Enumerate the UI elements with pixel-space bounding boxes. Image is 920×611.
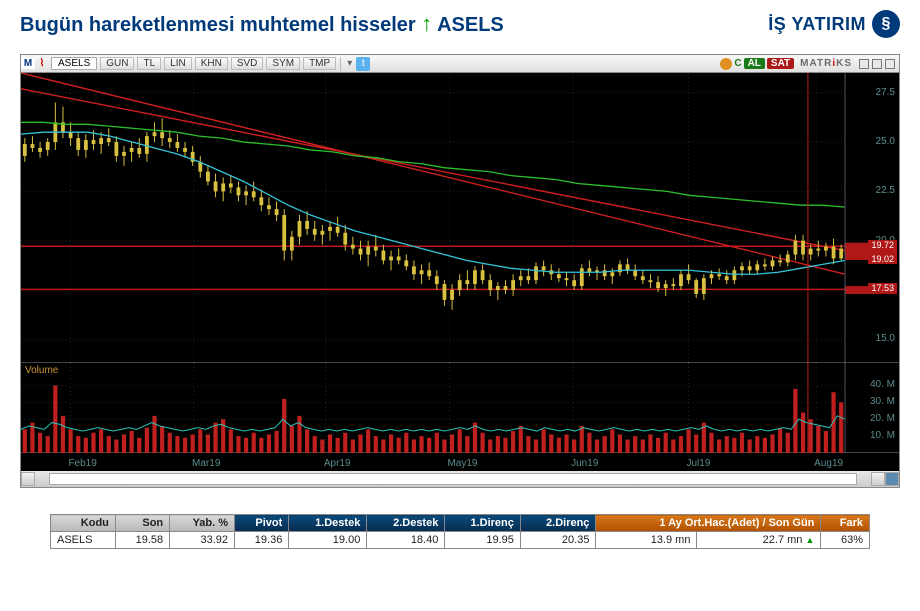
x-axis: Feb19 Mar19 Apr19 May19 Jun19 Jul19 Aug19 bbox=[21, 453, 899, 471]
table-cell: 22.7 mn ▲ bbox=[697, 532, 821, 549]
toolbar-btn-tmp[interactable]: TMP bbox=[303, 57, 336, 70]
th-1-ay-ort-hac-adet-son-g-n: 1 Ay Ort.Hac.(Adet) / Son Gün bbox=[596, 515, 821, 532]
th-1-destek: 1.Destek bbox=[289, 515, 367, 532]
table-cell: 19.58 bbox=[115, 532, 169, 549]
volume-chart[interactable]: Volume 10. M20. M30. M40. M bbox=[21, 363, 899, 453]
table-cell: 20.35 bbox=[520, 532, 596, 549]
th-kodu: Kodu bbox=[51, 515, 116, 532]
price-tag: 17.53 bbox=[868, 283, 897, 293]
price-chart[interactable]: 15.017.520.022.525.027.519.7219.0217.53 bbox=[21, 73, 899, 363]
volume-chart-svg bbox=[21, 363, 897, 453]
scroll-track[interactable] bbox=[49, 473, 857, 485]
th-son: Son bbox=[115, 515, 169, 532]
price-ytick: 22.5 bbox=[876, 185, 895, 196]
table-header-row: KoduSonYab. %Pivot1.Destek2.Destek1.Dire… bbox=[51, 515, 870, 532]
table-cell: 19.00 bbox=[289, 532, 367, 549]
volume-ytick: 10. M bbox=[870, 430, 895, 441]
matriks-m-icon[interactable]: M bbox=[21, 58, 35, 69]
chart-type-icon[interactable]: ⌇ bbox=[35, 58, 49, 69]
al-tag[interactable]: AL bbox=[744, 58, 765, 69]
scroll-left-icon[interactable] bbox=[21, 472, 35, 486]
window-max-icon[interactable] bbox=[872, 59, 882, 69]
th-1-diren-: 1.Direnç bbox=[445, 515, 521, 532]
up-arrow-icon: ↑ bbox=[421, 11, 432, 36]
page-header: Bugün hareketlenmesi muhtemel hisseler ↑… bbox=[0, 0, 920, 48]
th-pivot: Pivot bbox=[235, 515, 289, 532]
scroll-settings-icon[interactable] bbox=[885, 472, 899, 486]
sat-tag[interactable]: SAT bbox=[767, 58, 794, 69]
chart-scrollbar[interactable] bbox=[21, 471, 899, 487]
dropdown-icon[interactable]: ▾ bbox=[347, 58, 352, 69]
price-tag: 19.02 bbox=[868, 254, 897, 264]
toolbar-right: C AL SAT MATRiKS bbox=[720, 58, 899, 70]
toolbar-btn-gun[interactable]: GUN bbox=[100, 57, 134, 70]
symbol-field[interactable]: ASELS bbox=[51, 57, 97, 70]
summary-table-wrap: KoduSonYab. %Pivot1.Destek2.Destek1.Dire… bbox=[50, 514, 870, 549]
summary-table: KoduSonYab. %Pivot1.Destek2.Destek1.Dire… bbox=[50, 514, 870, 549]
volume-ytick: 20. M bbox=[870, 413, 895, 424]
x-axis-label: May19 bbox=[447, 458, 477, 469]
matriks-label: MATRiKS bbox=[800, 58, 852, 69]
toolbar-btn-tl[interactable]: TL bbox=[137, 57, 161, 70]
volume-ytick: 40. M bbox=[870, 379, 895, 390]
brand-logo-icon: § bbox=[872, 10, 900, 38]
table-cell: 19.36 bbox=[235, 532, 289, 549]
x-axis-label: Mar19 bbox=[192, 458, 220, 469]
toolbar-btn-lin[interactable]: LIN bbox=[164, 57, 192, 70]
table-cell: 63% bbox=[821, 532, 870, 549]
toolbar-btn-svd[interactable]: SVD bbox=[231, 57, 264, 70]
window-min-icon[interactable] bbox=[859, 59, 869, 69]
th-2-diren-: 2.Direnç bbox=[520, 515, 596, 532]
table-cell: ASELS bbox=[51, 532, 116, 549]
toolbar-sep bbox=[340, 57, 341, 71]
page-title: Bugün hareketlenmesi muhtemel hisseler ↑… bbox=[20, 11, 504, 37]
toolbar-btn-khn[interactable]: KHN bbox=[195, 57, 228, 70]
table-row: ASELS19.5833.9219.3619.0018.4019.9520.35… bbox=[51, 532, 870, 549]
status-dot-orange bbox=[720, 58, 732, 70]
price-chart-svg bbox=[21, 73, 897, 363]
twitter-icon[interactable]: t bbox=[356, 57, 370, 71]
brand: İŞ YATIRIM § bbox=[768, 10, 900, 38]
table-cell: 33.92 bbox=[170, 532, 235, 549]
refresh-icon[interactable]: C bbox=[734, 58, 741, 69]
price-tag: 19.72 bbox=[868, 240, 897, 250]
th-fark: Fark bbox=[821, 515, 870, 532]
x-axis-label: Aug19 bbox=[814, 458, 843, 469]
x-axis-label: Feb19 bbox=[68, 458, 96, 469]
toolbar-btn-sym[interactable]: SYM bbox=[266, 57, 300, 70]
chart-panel: M ⌇ ASELS GUNTLLINKHNSVDSYMTMP ▾ t C AL … bbox=[20, 54, 900, 488]
brand-text: İŞ YATIRIM bbox=[768, 14, 866, 35]
table-cell: 13.9 mn bbox=[596, 532, 697, 549]
x-axis-label: Jun19 bbox=[571, 458, 598, 469]
x-axis-label: Jul19 bbox=[686, 458, 710, 469]
window-close-icon[interactable] bbox=[885, 59, 895, 69]
title-text: Bugün hareketlenmesi muhtemel hisseler bbox=[20, 14, 416, 36]
table-cell: 18.40 bbox=[367, 532, 445, 549]
scroll-right-icon[interactable] bbox=[871, 472, 885, 486]
toolbar-left: M ⌇ ASELS GUNTLLINKHNSVDSYMTMP ▾ t bbox=[21, 57, 370, 71]
volume-ytick: 30. M bbox=[870, 396, 895, 407]
price-ytick: 27.5 bbox=[876, 87, 895, 98]
chart-toolbar: M ⌇ ASELS GUNTLLINKHNSVDSYMTMP ▾ t C AL … bbox=[21, 55, 899, 73]
price-ytick: 15.0 bbox=[876, 333, 895, 344]
table-cell: 19.95 bbox=[445, 532, 521, 549]
th-2-destek: 2.Destek bbox=[367, 515, 445, 532]
x-axis-label: Apr19 bbox=[324, 458, 351, 469]
th-yab-: Yab. % bbox=[170, 515, 235, 532]
price-ytick: 25.0 bbox=[876, 136, 895, 147]
title-ticker: ASELS bbox=[437, 14, 504, 36]
